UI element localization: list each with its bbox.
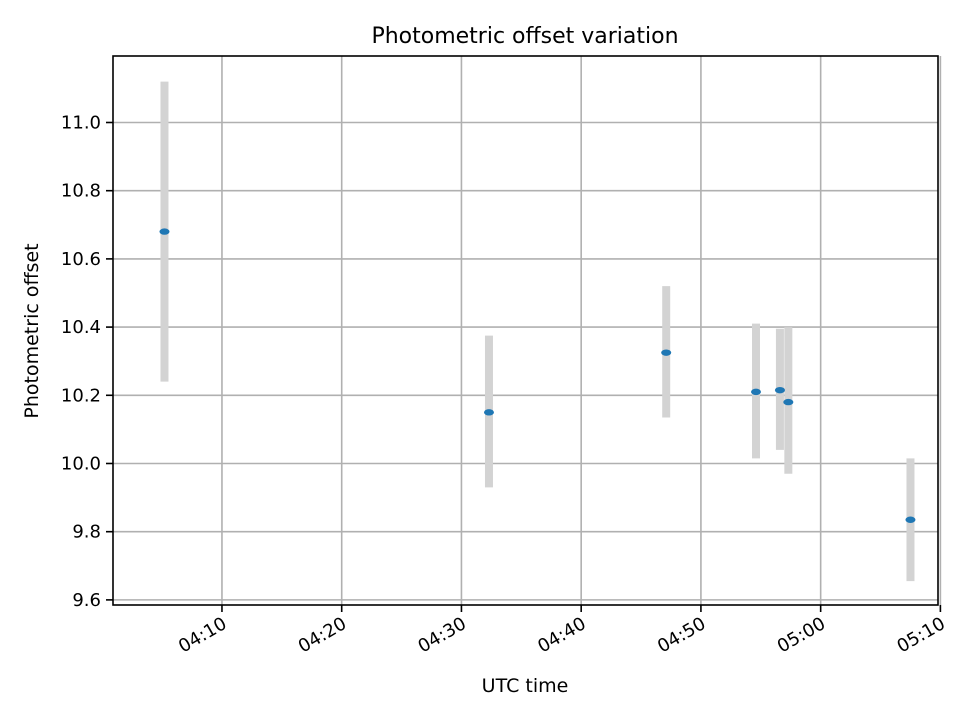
chart-title: Photometric offset variation <box>371 24 678 49</box>
y-tick-label: 9.6 <box>72 590 101 611</box>
data-point <box>750 388 761 396</box>
data-point <box>905 516 916 523</box>
data-point <box>159 228 170 235</box>
grid-layer <box>113 56 942 605</box>
data-point <box>774 386 785 394</box>
data-point <box>483 409 494 416</box>
data-point <box>661 349 672 356</box>
y-tick-label: 10.0 <box>61 453 101 474</box>
y-axis-label: Photometric offset <box>21 243 43 418</box>
plot-frame <box>112 55 939 606</box>
data-point <box>783 398 794 406</box>
y-tick-label: 10.4 <box>61 317 101 338</box>
y-tick-label: 9.8 <box>72 522 101 543</box>
data-layer <box>159 81 916 582</box>
y-tick-label: 10.2 <box>61 385 101 406</box>
y-tick-label: 11.0 <box>61 112 101 133</box>
x-axis-label: UTC time <box>482 675 569 697</box>
y-tick-label: 10.6 <box>61 249 101 270</box>
y-tick-label: 10.8 <box>61 181 101 202</box>
